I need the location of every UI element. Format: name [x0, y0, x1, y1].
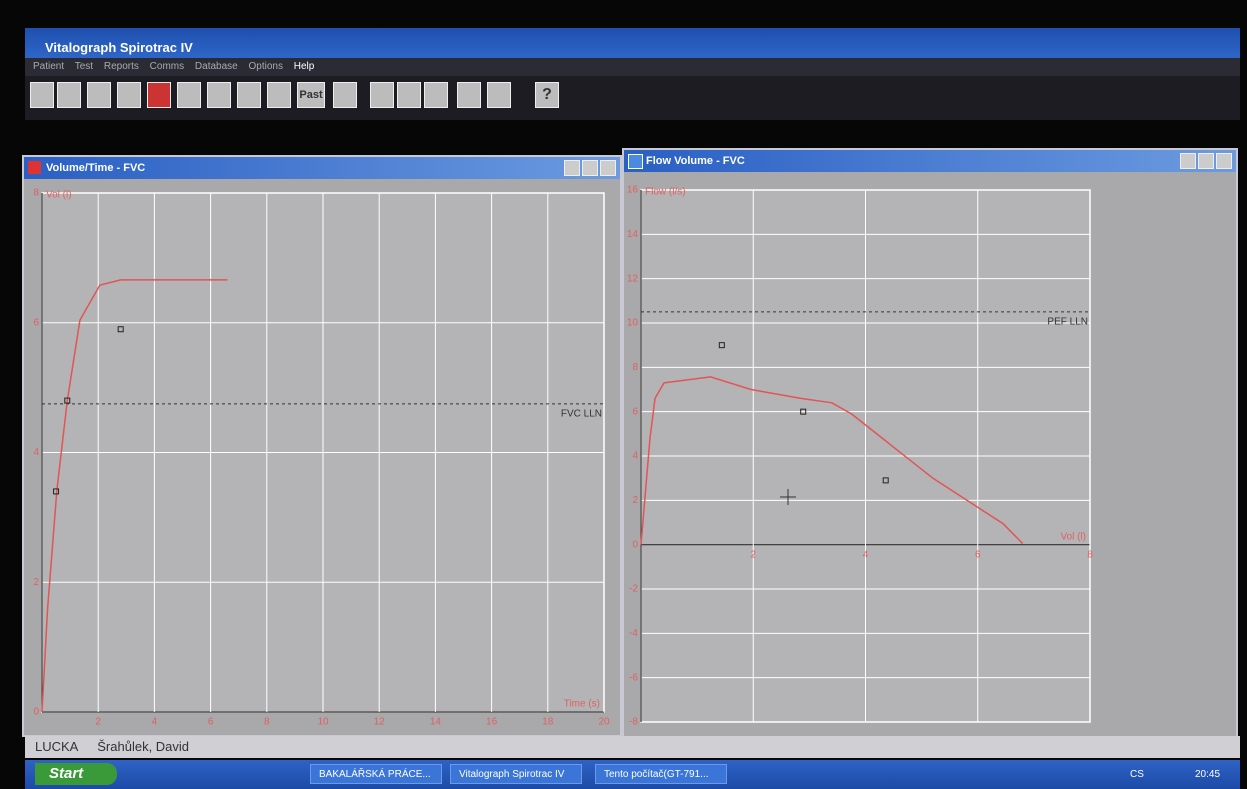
x-axis-label: Time (s)	[564, 699, 600, 710]
y-tick-label: 0	[33, 707, 39, 718]
y-tick-label: 2	[632, 495, 638, 506]
reference-label: FVC LLN	[561, 408, 602, 419]
start-button[interactable]: Start	[35, 763, 117, 785]
y-tick-label: 6	[632, 406, 638, 417]
taskbar: Start BAKALÁŘSKÁ PRÁCE... Vitalograph Sp…	[25, 760, 1240, 789]
clock: 20:45	[1195, 769, 1220, 780]
y-tick-label: 4	[632, 451, 638, 462]
x-tick-label: 4	[152, 717, 158, 728]
screen: Vitalograph Spirotrac IV Patient Test Re…	[0, 0, 1247, 789]
patient-id: LUCKA	[35, 739, 78, 754]
y-axis-label: Flow (l/s)	[645, 187, 686, 198]
y-tick-label: 2	[33, 577, 39, 588]
x-tick-label: 2	[750, 549, 756, 560]
x-tick-label: 8	[264, 717, 270, 728]
y-tick-label: 16	[627, 185, 639, 196]
x-tick-label: 10	[317, 717, 329, 728]
reference-label: PEF LLN	[1047, 317, 1088, 328]
y-tick-label: 6	[33, 317, 39, 328]
y-axis-label: Vol (l)	[46, 190, 72, 201]
x-tick-label: 8	[1087, 549, 1093, 560]
charts: 024682468101214161820Vol (l)Time (s)FVC …	[0, 0, 1247, 789]
x-tick-label: 16	[486, 717, 498, 728]
y-tick-label: 10	[627, 318, 639, 329]
y-tick-label: 14	[627, 229, 639, 240]
y-tick-label: 12	[627, 273, 639, 284]
task-button[interactable]: BAKALÁŘSKÁ PRÁCE...	[310, 764, 442, 784]
patient-bar: LUCKA Šrahůlek, David	[25, 736, 1240, 758]
x-tick-label: 14	[430, 717, 442, 728]
x-tick-label: 20	[598, 717, 610, 728]
y-tick-label: 8	[632, 362, 638, 373]
y-tick-label: -4	[629, 628, 638, 639]
y-tick-label: -6	[629, 672, 638, 683]
x-axis-label: Vol (l)	[1060, 531, 1086, 542]
language[interactable]: CS	[1130, 769, 1144, 780]
x-tick-label: 4	[863, 549, 869, 560]
x-tick-label: 6	[975, 549, 981, 560]
y-tick-label: 0	[632, 539, 638, 550]
task-button[interactable]: Tento počítač(GT-791...	[595, 764, 727, 784]
x-tick-label: 18	[542, 717, 554, 728]
x-tick-label: 2	[95, 717, 101, 728]
y-tick-label: -2	[629, 584, 638, 595]
x-tick-label: 12	[374, 717, 386, 728]
y-tick-label: -8	[629, 717, 638, 728]
y-tick-label: 4	[33, 447, 39, 458]
x-tick-label: 6	[208, 717, 214, 728]
patient-name: Šrahůlek, David	[97, 739, 189, 754]
task-button[interactable]: Vitalograph Spirotrac IV	[450, 764, 582, 784]
y-tick-label: 8	[33, 188, 39, 199]
